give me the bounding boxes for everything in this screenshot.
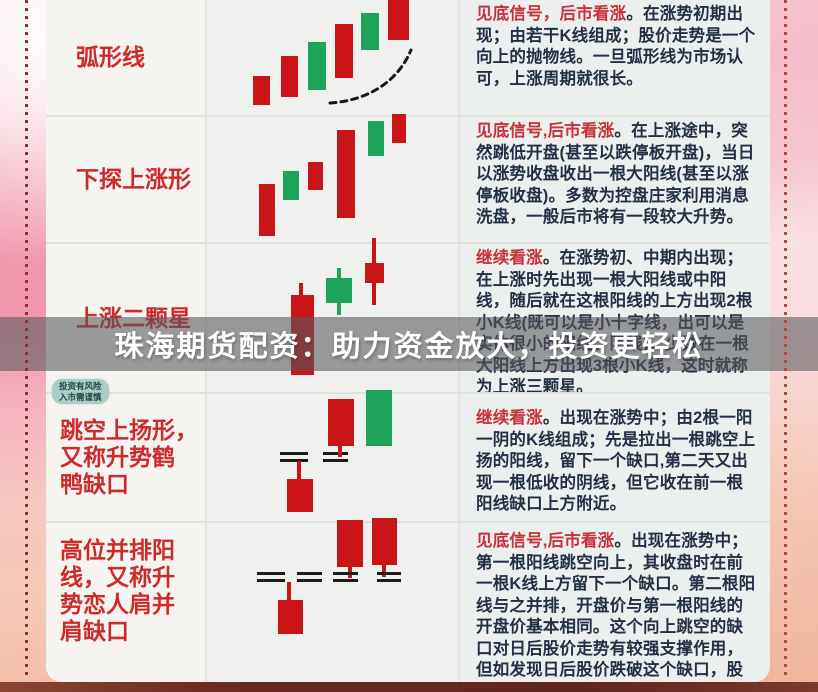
risk-line-2: 入市需谨慎 [59, 391, 102, 402]
pattern-description: 见底信号,后市看涨。出现在涨势中；第一根阳线跳空向上，其收盘时在前一根K线上方留… [460, 523, 770, 682]
candlestick-diagram [207, 523, 460, 682]
signal-lead: 见底信号，后市看涨 [476, 5, 627, 23]
watermark-banner: 珠海期货配资：助力资金放大，投资更轻松 [0, 317, 818, 371]
pattern-row-parallel-bulls: 高位并排阳 线，又称升 势恋人肩并 肩缺口 见底信号,后市看涨。出现在涨势中；第… [46, 521, 770, 682]
signal-lead: 继续看涨 [476, 249, 543, 267]
pattern-name: 下探上涨形 [46, 117, 207, 242]
candlestick-diagram [207, 0, 460, 115]
risk-disclaimer-badge: 投资有风险 入市需谨慎 [52, 379, 109, 404]
description-text: 。在上涨途中，突然跳低开盘(甚至以跌停板开盘)，当日以涨势收盘收出一根大阳线(甚… [476, 122, 755, 226]
signal-lead: 继续看涨 [476, 409, 543, 427]
pattern-description: 继续看涨。出现在涨势中；由2根一阳一阴的K线组成；先是拉出一根跳空上扬的阳线，留… [460, 394, 770, 521]
bottom-bar [0, 682, 818, 692]
pattern-row-gap-up: 跳空上扬形， 又称升势鹤 鸭缺口 继续看涨。出现在涨势中；由2根一阳一阴的K线组… [46, 392, 770, 521]
pattern-description: 见底信号,后市看涨。在上涨途中，突然跳低开盘(甚至以跌停板开盘)，当日以涨势收盘… [460, 117, 770, 242]
signal-lead: 见底信号,后市看涨 [476, 122, 615, 140]
pattern-name: 弧形线 [46, 0, 207, 115]
description-text: 。在涨势初期出现；由若干K线组成；股价走势是一个向上的抛物线。一旦弧形线为市场认… [476, 5, 756, 88]
description-text: 。出现在涨势中；第一根阳线跳空向上，其收盘时在前一根K线上方留下一个缺口。第二根… [476, 532, 756, 679]
signal-lead: 见底信号,后市看涨 [476, 532, 615, 550]
pattern-row-arc-line: 弧形线 见底信号，后市看涨。在涨势初期出现；由若干K线组成；股价走势是一个向上的… [46, 0, 770, 115]
pattern-name: 高位并排阳 线，又称升 势恋人肩并 肩缺口 [46, 523, 207, 682]
candlestick-diagram [207, 117, 460, 242]
candlestick-diagram [207, 394, 460, 521]
watermark-text: 珠海期货配资：助力资金放大，投资更轻松 [114, 331, 704, 363]
pattern-description: 见底信号，后市看涨。在涨势初期出现；由若干K线组成；股价走势是一个向上的抛物线。… [460, 0, 770, 115]
right-dotted-border [784, 0, 787, 680]
description-text: 。出现在涨势中；由2根一阳一阴的K线组成；先是拉出一根跳空上扬的阳线，留下一个缺… [476, 409, 756, 513]
risk-line-1: 投资有风险 [59, 381, 102, 391]
pattern-row-probe-rise: 下探上涨形 见底信号,后市看涨。在上涨途中，突然跳低开盘(甚至以跌停板开盘)，当… [46, 115, 770, 242]
pattern-name: 跳空上扬形， 又称升势鹤 鸭缺口 [46, 394, 207, 521]
left-dotted-border [25, 0, 28, 680]
